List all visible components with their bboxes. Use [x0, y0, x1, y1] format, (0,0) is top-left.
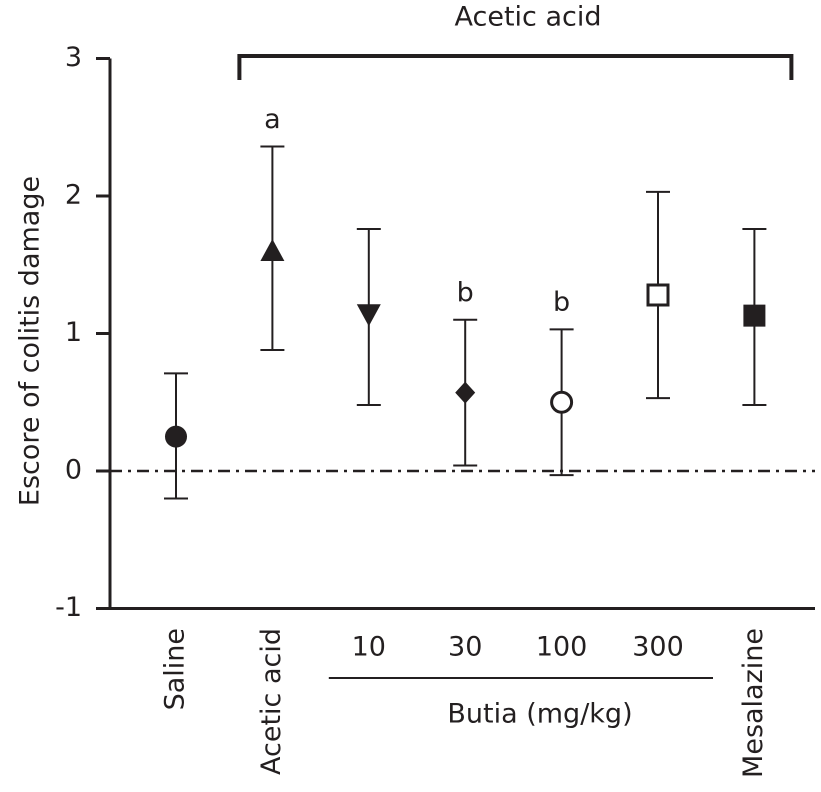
y-tick-label: 2: [65, 180, 82, 211]
butia-group-label: Butia (mg/kg): [447, 699, 632, 730]
data-point: [550, 390, 574, 414]
x-tick-label: Acetic acid: [256, 628, 287, 775]
data-point: [455, 381, 476, 404]
data-point: [165, 425, 187, 448]
error-bars: [164, 145, 767, 500]
x-tick-label: 100: [536, 632, 588, 663]
acetic-acid-bracket: [237, 54, 794, 80]
x-tick-label: 300: [632, 632, 684, 663]
x-tick-label: Saline: [160, 628, 191, 710]
data-point: [356, 304, 381, 327]
y-tick-label: 0: [65, 455, 82, 486]
y-axis-label: Escore of colitis damage: [15, 176, 46, 506]
data-point: [646, 283, 670, 307]
y-tick-label: -1: [55, 592, 82, 623]
significance-annotations: a b b: [264, 104, 570, 318]
significance-label: b: [553, 287, 570, 318]
data-point: [743, 304, 766, 327]
significance-label: b: [457, 277, 474, 308]
bracket-label: Acetic acid: [455, 2, 602, 33]
x-tick-label: 10: [352, 632, 386, 663]
x-tick-label: Mesalazine: [738, 628, 769, 778]
markers: [165, 239, 766, 448]
y-axis: 3 2 1 0 -1: [55, 42, 112, 623]
bracket-line: [237, 54, 794, 80]
data-point: [260, 239, 285, 261]
x-tick-labels: Saline Acetic acid 10 30 100 300 Mesalazine: [160, 628, 769, 778]
y-tick-label: 3: [65, 42, 82, 73]
significance-label: a: [264, 104, 281, 135]
x-tick-label: 30: [448, 632, 482, 663]
y-tick-label: 1: [65, 317, 82, 348]
